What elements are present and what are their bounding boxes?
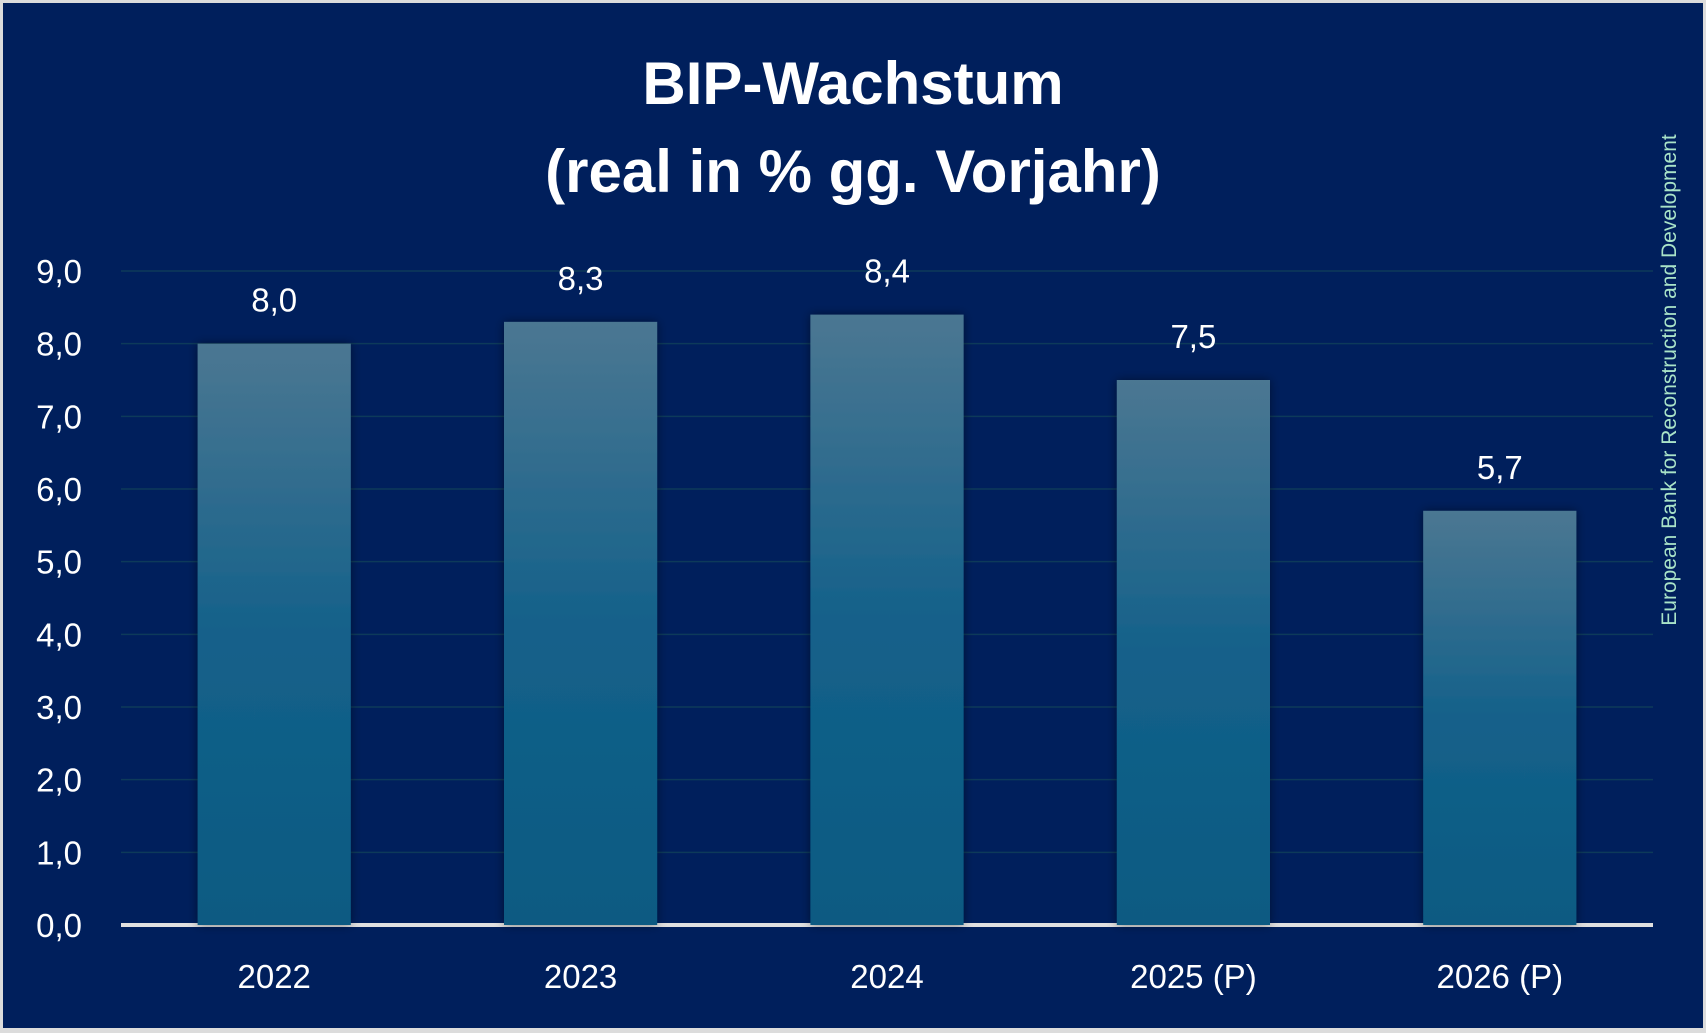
y-tick-label: 0,0 (36, 907, 82, 944)
y-tick-label: 1,0 (36, 834, 82, 871)
data-label: 5,7 (1477, 449, 1523, 486)
x-tick-label: 2023 (544, 958, 617, 995)
bar (197, 343, 351, 926)
y-tick-label: 2,0 (36, 762, 82, 799)
bar (504, 321, 658, 925)
y-tick-label: 9,0 (36, 253, 82, 290)
y-tick-label: 7,0 (36, 398, 82, 435)
subtitle-line: (real in % gg. Vorjahr) (545, 138, 1161, 205)
y-tick-label: 6,0 (36, 471, 82, 508)
x-tick-label: 2024 (850, 958, 923, 995)
x-tick-label: 2022 (237, 958, 310, 995)
data-label: 7,5 (1170, 318, 1216, 355)
bar (810, 314, 964, 926)
title-line: BIP-Wachstum (642, 50, 1064, 117)
data-label: 8,0 (251, 282, 297, 319)
bar (1423, 510, 1577, 925)
y-tick-label: 8,0 (36, 326, 82, 363)
data-label: 8,4 (864, 253, 910, 290)
y-tick-label: 5,0 (36, 544, 82, 581)
data-label: 8,3 (558, 260, 604, 297)
x-tick-label: 2026 (P) (1437, 958, 1564, 995)
bar (1116, 380, 1270, 925)
y-tick-label: 4,0 (36, 616, 82, 653)
chart-title: BIP-Wachstum (real in % gg. Vorjahr) (0, 40, 1706, 216)
y-tick-label: 3,0 (36, 689, 82, 726)
x-tick-label: 2025 (P) (1130, 958, 1257, 995)
